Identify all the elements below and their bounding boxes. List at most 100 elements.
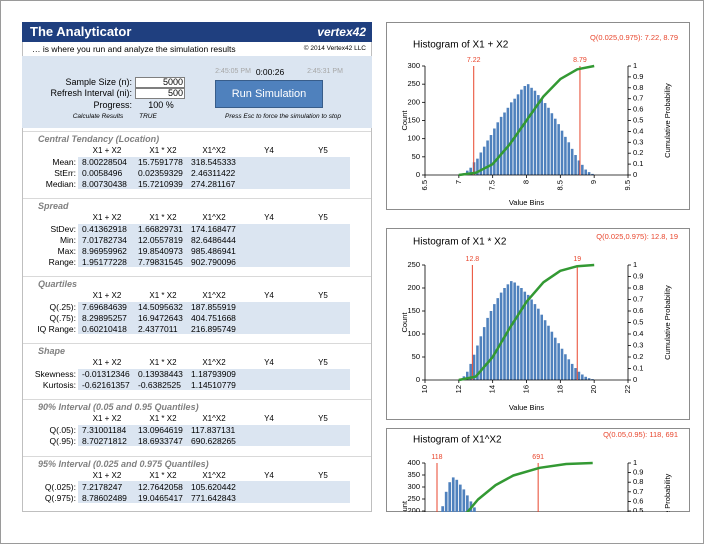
row-label: Max: <box>57 245 76 256</box>
bar <box>591 173 594 175</box>
y2-tick-label: 0.2 <box>633 352 643 361</box>
y2-tick-label: 0.3 <box>633 340 643 349</box>
cell-value: 8.00730438 <box>82 178 127 189</box>
histogram-chart: Histogram of X1 + X2 Q(0.025,0.975): 7.22… <box>386 22 690 210</box>
title-bar <box>22 22 372 42</box>
cell-value: 16.9472643 <box>138 312 183 323</box>
y2-tick-label: 0.3 <box>633 137 643 146</box>
bar <box>486 140 489 175</box>
bar <box>581 164 584 175</box>
y2-tick-label: 0.6 <box>633 105 643 114</box>
bar <box>520 89 523 175</box>
x-tick-label: 6.5 <box>420 180 429 190</box>
column-header: Y4 <box>264 414 274 424</box>
section-title: Quartiles <box>38 279 78 289</box>
elapsed-time: 0:00:26 <box>255 67 285 77</box>
row-label: Q(.05): <box>49 425 76 436</box>
cumulative-line <box>458 263 595 382</box>
x-axis-title: Value Bins <box>509 403 545 412</box>
y2-tick-label: 1 <box>633 260 637 269</box>
cell-value: 985.486941 <box>191 245 236 256</box>
cell-value: 404.751668 <box>191 312 236 323</box>
cell-value: 1.95177228 <box>82 256 127 267</box>
cell-value: 274.281167 <box>191 178 236 189</box>
cell-value: 15.7591778 <box>138 157 183 167</box>
input-box[interactable] <box>135 88 185 99</box>
section-separator <box>23 276 371 277</box>
y2-axis-title: Cumulative Probability <box>663 473 672 512</box>
bar <box>540 99 544 175</box>
logo: vertex42 <box>317 25 366 39</box>
cell-value: 174.168477 <box>191 224 236 235</box>
y2-tick-label: 0.4 <box>633 126 643 135</box>
row-label: Min: <box>59 234 76 245</box>
y-axis-title: Count <box>400 312 409 333</box>
cell-value: 105.620442 <box>191 481 236 492</box>
x-tick-label: 22 <box>623 385 632 393</box>
bar <box>499 292 503 380</box>
bar <box>533 304 537 380</box>
bar <box>455 479 459 512</box>
bar <box>441 506 444 512</box>
section-separator <box>23 343 371 345</box>
column-header: Y5 <box>318 291 328 300</box>
y2-tick-label: 0 <box>633 375 637 384</box>
y2-axis-title: Cumulative Probability <box>663 285 672 360</box>
section-separator <box>23 131 371 132</box>
row-label: Mean: <box>52 157 76 167</box>
y2-tick-label: 0.7 <box>633 94 643 103</box>
copyright: © 2014 Vertex42 LLC <box>303 45 366 52</box>
quantile-label: 691 <box>532 454 544 461</box>
y2-tick-label: 0.9 <box>633 72 643 81</box>
cell-value: 8.96959962 <box>82 245 127 256</box>
label: Refresh Interval (ni): <box>50 88 132 98</box>
cell-value: 2.4377011 <box>138 323 178 334</box>
bar <box>560 130 564 175</box>
x-tick-label: 9.5 <box>623 180 632 190</box>
cell-value: 2.46311422 <box>191 167 236 178</box>
bar <box>550 113 554 175</box>
y-tick-label: 150 <box>407 306 420 315</box>
bar <box>523 291 527 380</box>
column-header: Y5 <box>318 213 328 223</box>
column-header: Y4 <box>264 213 274 223</box>
section-separator <box>23 399 371 401</box>
bar <box>543 320 547 380</box>
row-background <box>78 481 350 503</box>
y2-tick-label: 0.7 <box>633 487 643 496</box>
bar <box>543 103 547 175</box>
cell-value: 12.0557819 <box>138 234 183 245</box>
label: Sample Size (n): <box>65 77 132 87</box>
bar <box>587 378 591 380</box>
cell-value: -0.62161357 <box>82 379 130 390</box>
bar <box>473 507 476 512</box>
bar <box>577 371 581 380</box>
bar <box>476 158 479 175</box>
x-tick-label: 18 <box>555 385 564 393</box>
column-header: X1^X2 <box>202 414 226 424</box>
column-header: X1^X2 <box>202 470 226 480</box>
row-background <box>78 368 350 391</box>
row-label: Q(.95): <box>49 436 76 447</box>
y-tick-label: 250 <box>407 79 420 88</box>
bar <box>537 95 540 175</box>
x-tick-label: 8.5 <box>555 180 564 190</box>
y-tick-label: 50 <box>412 152 420 161</box>
button-label[interactable]: Run Simulation <box>231 88 307 100</box>
bar <box>553 118 557 175</box>
run-button[interactable] <box>215 80 323 108</box>
y2-tick-label: 0.7 <box>633 294 643 303</box>
annotation: Q(0.025,0.975): 7.22, 8.79 <box>590 33 678 42</box>
y-tick-label: 250 <box>407 494 420 503</box>
bar <box>469 363 472 380</box>
input-box[interactable] <box>135 77 185 88</box>
cell-value: 8.00228504 <box>82 157 127 167</box>
cell-value: 0.02359329 <box>138 167 183 178</box>
bar <box>574 155 577 175</box>
bar <box>466 495 469 512</box>
bar <box>530 87 533 175</box>
quantile-label: 19 <box>573 256 581 263</box>
bar <box>540 314 544 380</box>
quantile-label: 8.79 <box>573 57 587 64</box>
